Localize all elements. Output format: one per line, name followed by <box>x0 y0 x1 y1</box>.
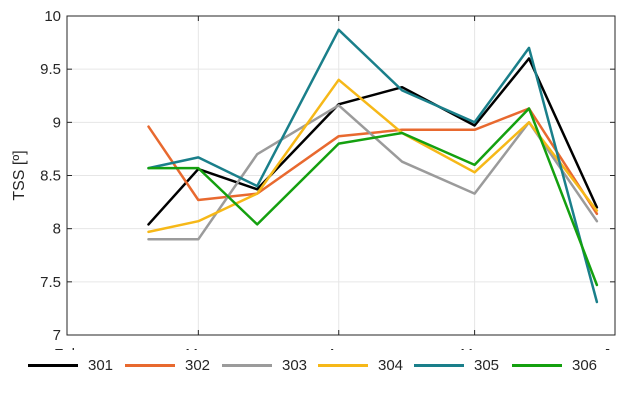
y-tick-label: 8 <box>53 221 61 238</box>
legend-item-301: 301 <box>28 350 113 380</box>
tick-labels: 7 7.5 8 8.5 9 9.5 10 Feb Mar Apr May Jun <box>40 8 627 350</box>
legend-item-306: 306 <box>512 350 597 380</box>
series-line-305 <box>147 28 599 304</box>
series-line-306 <box>147 107 599 287</box>
legend-label: 306 <box>572 356 598 374</box>
x-tick-label: Feb <box>54 346 80 350</box>
axes <box>66 15 616 336</box>
legend-item-304: 304 <box>318 350 403 380</box>
legend-item-303: 303 <box>222 350 307 380</box>
legend-label: 303 <box>282 356 308 374</box>
legend-swatch <box>222 363 272 367</box>
legend-swatch <box>512 363 562 367</box>
legend-item-305: 305 <box>414 350 499 380</box>
legend-label: 301 <box>88 356 114 374</box>
y-tick-label: 10 <box>44 8 61 25</box>
x-tick-label: Jun <box>603 346 627 350</box>
legend-swatch <box>318 363 368 367</box>
x-tick-label: Mar <box>185 346 211 350</box>
series-layer <box>147 28 599 304</box>
legend-item-302: 302 <box>125 350 210 380</box>
legend-label: 305 <box>474 356 500 374</box>
legend-label: 304 <box>378 356 404 374</box>
legend: 301 302 303 304 305 306 <box>0 350 633 380</box>
legend-swatch <box>125 363 175 367</box>
legend-swatch <box>28 363 78 367</box>
series-line-301 <box>147 57 599 226</box>
legend-label: 302 <box>185 356 211 374</box>
y-tick-label: 7.5 <box>40 274 61 291</box>
series-line-303 <box>147 104 599 241</box>
series-line-304 <box>147 78 599 234</box>
legend-swatch <box>414 363 464 367</box>
x-tick-label: Apr <box>327 346 350 350</box>
y-tick-label: 7 <box>53 327 61 344</box>
y-tick-label: 9 <box>53 114 61 131</box>
y-tick-label: 9.5 <box>40 61 61 78</box>
y-axis-label: TSS [º] <box>11 150 28 200</box>
line-chart: 7 7.5 8 8.5 9 9.5 10 Feb Mar Apr May Jun TSS [º] <box>11 8 627 350</box>
y-tick-label: 8.5 <box>40 168 61 185</box>
x-tick-label: May <box>460 346 489 350</box>
